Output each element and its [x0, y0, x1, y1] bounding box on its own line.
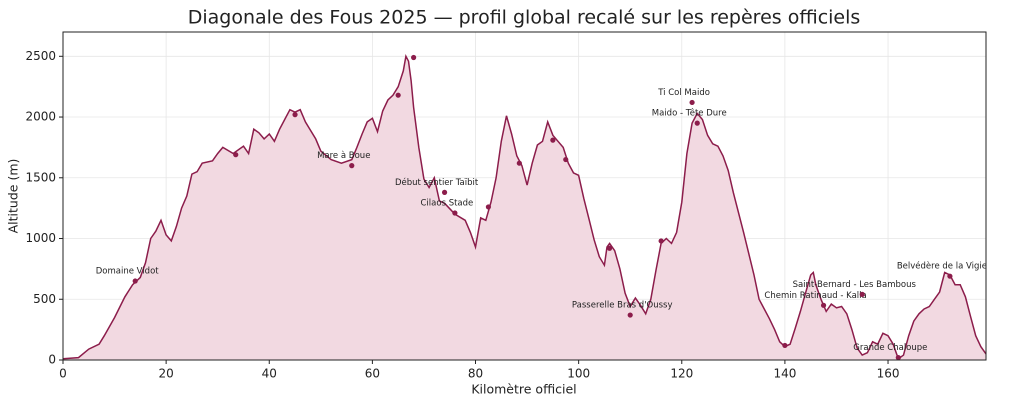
y-tick-label: 2000: [25, 110, 56, 124]
x-tick-label: 0: [59, 367, 67, 381]
landmark-point: [395, 92, 401, 98]
landmark-label: Domaine Vidot: [96, 267, 160, 277]
y-tick-label: 1500: [25, 170, 56, 184]
landmark-point: [550, 137, 556, 143]
landmark-label: Grande Chaloupe: [853, 343, 927, 353]
landmark-point: [292, 112, 298, 118]
y-tick-label: 1000: [25, 231, 56, 245]
landmark-point: [859, 291, 865, 297]
landmark-point: [658, 238, 664, 244]
landmark-point: [485, 204, 492, 210]
y-tick-label: 2500: [25, 49, 56, 63]
landmark-label: Début sentier Taïbit: [395, 177, 479, 188]
profile-line: [62, 54, 987, 360]
landmark-point: [441, 189, 448, 195]
landmark-point: [132, 278, 138, 284]
x-tick-label: 60: [365, 367, 380, 381]
landmark-point: [947, 273, 953, 279]
landmark-label: Saint-Bernard - Les Bambous: [793, 280, 917, 290]
y-tick-label: 0: [48, 353, 56, 367]
landmark-point: [895, 354, 901, 361]
landmark-label: Passerelle Bras d'Oussy: [572, 301, 673, 311]
x-tick-label: 100: [567, 367, 590, 381]
plot-frame: [62, 31, 987, 361]
landmark-label: Cilaos Stade: [421, 199, 474, 209]
landmark-point: [516, 160, 522, 166]
x-axis-label: Kilomètre officiel: [471, 382, 576, 397]
y-tick-label: 500: [33, 292, 56, 306]
landmark-point: [694, 120, 700, 126]
landmark-point: [563, 156, 569, 163]
landmark-point: [627, 312, 633, 318]
landmark-point: [411, 54, 417, 61]
x-tick-label: 140: [773, 367, 796, 381]
landmark-point: [689, 99, 695, 106]
chart-title: Diagonale des Fous 2025 — profil global …: [188, 7, 861, 29]
x-tick-label: 160: [877, 367, 900, 381]
y-axis-label: Altitude (m): [6, 159, 21, 234]
landmark-point: [349, 163, 355, 169]
landmark-label: Mare à Boue: [317, 151, 370, 161]
landmark-label: Belvédère de la Vigie: [897, 261, 987, 272]
landmark-point: [452, 210, 458, 216]
landmark-point: [820, 302, 827, 308]
landmark-label: Chemin Ratinaud - Kalla: [764, 291, 866, 301]
landmark-label: Ti Col Maido: [657, 88, 710, 98]
x-tick-label: 80: [468, 367, 483, 381]
x-tick-label: 20: [158, 367, 173, 381]
landmark-point: [606, 245, 613, 251]
landmark-point: [782, 342, 788, 349]
x-tick-label: 120: [670, 367, 693, 381]
x-tick-label: 40: [262, 367, 277, 381]
landmark-point: [233, 152, 239, 158]
landmark-label: Maido - Tête Dure: [652, 108, 727, 119]
